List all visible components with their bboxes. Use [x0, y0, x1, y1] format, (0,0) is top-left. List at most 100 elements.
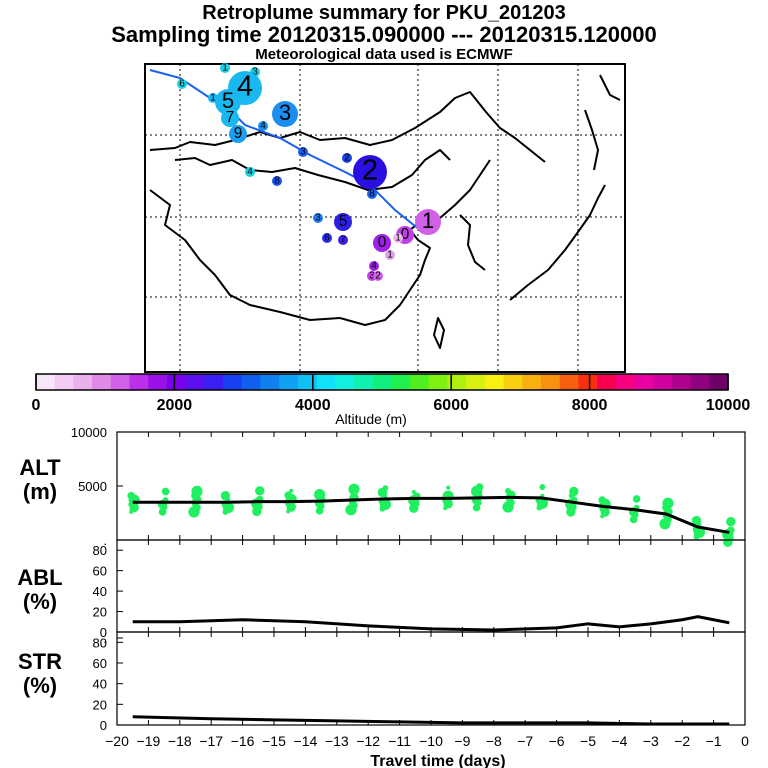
map-point-label: 3 — [252, 66, 258, 77]
alt-particle-point — [629, 515, 638, 524]
x-tick-label: −19 — [137, 733, 161, 749]
colorbar-cell — [36, 374, 56, 390]
x-tick-label: 0 — [741, 733, 749, 749]
panel-frame-0 — [116, 431, 746, 541]
alt-particle-point — [314, 489, 326, 501]
x-tick-label: −7 — [517, 733, 533, 749]
alt-particle-point — [505, 487, 511, 494]
map-point-label: 1 — [387, 249, 393, 260]
x-tick-label: −13 — [325, 733, 349, 749]
alt-particle-point — [315, 507, 324, 515]
colorbar-cell — [223, 374, 243, 390]
colorbar-tick-label: 0 — [32, 397, 41, 414]
x-tick-label: −2 — [674, 733, 690, 749]
alt-particle-point — [255, 486, 265, 496]
map-point-day-1 — [220, 63, 230, 73]
colorbar-cell — [447, 374, 467, 390]
y-tick-label: . — [103, 631, 107, 646]
kamchatka-coast — [599, 74, 621, 101]
alt-particle-point — [127, 491, 135, 500]
russia-border — [149, 91, 546, 163]
map-point-label: 1 — [395, 232, 401, 243]
y-tick-label: 10000 — [71, 425, 107, 440]
map-point-day-5 — [215, 89, 241, 115]
str-panel-label: STR (%) — [18, 649, 62, 698]
mongolia-border — [174, 149, 451, 191]
colorbar-cell — [709, 374, 729, 390]
alt-particle-point — [284, 491, 293, 499]
taiwan — [433, 317, 445, 349]
map-point-label: 7 — [226, 109, 235, 126]
map-point-day-1 — [208, 93, 218, 103]
colorbar-cell — [466, 374, 486, 390]
map-point-label: 4 — [237, 71, 253, 103]
x-tick-label: −9 — [454, 733, 470, 749]
alt-particle-point — [220, 491, 231, 501]
x-tick-label: −6 — [549, 733, 565, 749]
y-tick-label: 40 — [93, 584, 107, 599]
alt-particle-point — [158, 508, 167, 516]
map-points: 13645173493224853567001114328 — [177, 62, 441, 281]
map-point-label: 1 — [222, 62, 228, 73]
map-grid — [145, 64, 625, 372]
x-axis-title: Travel time (days) — [370, 753, 505, 768]
map-point-label: 0 — [378, 234, 387, 251]
map-point-day-4 — [258, 121, 268, 131]
map-point-day-3 — [313, 213, 323, 223]
map-point-day-1 — [393, 233, 403, 243]
map-point-label: 2 — [362, 155, 378, 187]
map-point-day-2 — [353, 155, 387, 189]
alt-particle-point — [662, 497, 674, 509]
x-tick-label: −5 — [580, 733, 596, 749]
colorbar-cell — [260, 374, 280, 390]
alt-particle-point — [191, 485, 203, 497]
map-point-label: 6 — [324, 232, 330, 243]
panel-frame-2 — [116, 631, 746, 726]
map-point-label: 6 — [179, 78, 185, 89]
colorbar-cell — [540, 374, 561, 390]
map-point-label: 8 — [274, 175, 280, 186]
colorbar-cell — [129, 374, 149, 390]
map-point-day-4 — [369, 261, 379, 271]
map-point-day-3 — [272, 101, 298, 127]
alt-particle-point — [632, 495, 641, 503]
alt-particle-point — [472, 503, 481, 512]
x-tick-label: −10 — [419, 733, 443, 749]
retroplume-map: 13645173493224853567001114328 — [144, 62, 626, 373]
map-point-label: 3 — [279, 100, 291, 125]
alt-particle-point — [475, 483, 484, 491]
x-tick-label: −1 — [706, 733, 722, 749]
y-tick-label: 0 — [100, 718, 107, 733]
alt-particle-point — [348, 483, 360, 495]
x-tick-label: −8 — [486, 733, 502, 749]
korea-peninsula — [459, 214, 486, 271]
map-point-label: 2 — [344, 152, 350, 163]
y-tick-label: 60 — [93, 656, 107, 671]
map-point-label: 4 — [260, 120, 266, 131]
colorbar-cell — [522, 374, 542, 390]
colorbar-cell — [73, 374, 93, 390]
colorbar-cell — [166, 374, 187, 390]
map-point-day-1 — [385, 250, 395, 260]
map-point-day-0 — [373, 234, 391, 252]
series-line-1 — [132, 615, 730, 632]
map-point-label: 1 — [210, 92, 216, 103]
colorbar-cell — [241, 374, 262, 390]
y-tick-label: 80 — [93, 635, 107, 650]
sakhalin — [584, 109, 599, 171]
map-point-day-6 — [177, 79, 187, 89]
colorbar-cell — [279, 374, 299, 390]
alt-particle-point — [569, 486, 579, 497]
x-tick-label: −3 — [643, 733, 659, 749]
map-point-day-5 — [334, 213, 352, 231]
x-tick-label: −15 — [262, 733, 286, 749]
colorbar-cell — [148, 374, 168, 390]
abl-panel-label: ABL (%) — [17, 565, 63, 614]
map-point-label: 8 — [369, 188, 375, 199]
y-tick-label: 60 — [93, 564, 107, 579]
map-point-label: 1 — [422, 208, 434, 233]
colorbar-cell — [185, 374, 205, 390]
y-tick-label: 5000 — [78, 479, 107, 494]
met-data-note: Meteorological data used is ECMWF — [255, 46, 513, 63]
